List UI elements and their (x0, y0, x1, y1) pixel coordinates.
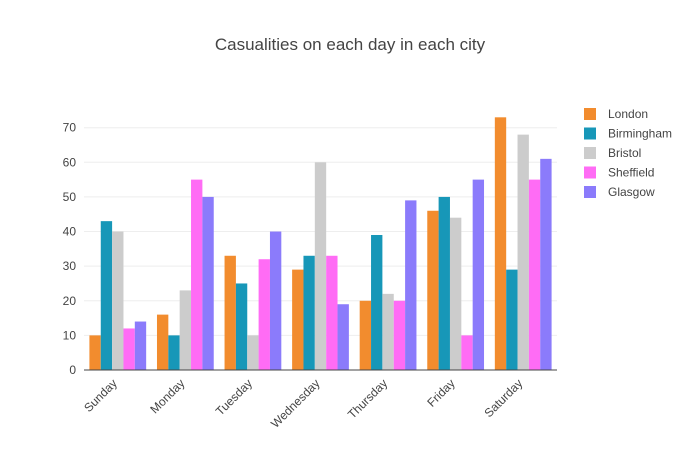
legend-swatch-sheffield (584, 166, 596, 179)
legend-swatch-bristol (584, 147, 596, 159)
bar-sheffield-sunday[interactable] (123, 328, 135, 370)
bar-glasgow-monday[interactable] (202, 196, 214, 370)
x-tick-label-wednesday: Wednesday (268, 376, 323, 431)
chart-title: Casualities on each day in each city (215, 35, 486, 54)
y-tick-label-30: 30 (63, 259, 77, 273)
bar-sheffield-wednesday[interactable] (326, 255, 338, 370)
bar-glasgow-friday[interactable] (472, 179, 485, 370)
bar-glasgow-tuesday[interactable] (269, 231, 282, 370)
bar-sheffield-saturday[interactable] (528, 179, 541, 370)
y-tick-label-10: 10 (63, 328, 77, 342)
legend[interactable]: London Birmingham Bristol Sheffield Glasgow (584, 107, 672, 199)
bar-sheffield-tuesday[interactable] (258, 259, 270, 370)
x-tick-label-sunday: Sunday (81, 376, 120, 415)
bars (89, 117, 552, 370)
bar-birmingham-sunday[interactable] (100, 221, 113, 370)
y-tick-label-0: 0 (69, 363, 76, 377)
bar-bristol-friday[interactable] (449, 217, 462, 370)
x-tick-label-saturday: Saturday (481, 376, 525, 420)
bar-bristol-saturday[interactable] (517, 134, 529, 370)
bar-sheffield-monday[interactable] (191, 179, 203, 370)
bar-birmingham-saturday[interactable] (506, 269, 518, 370)
y-tick-label-20: 20 (63, 294, 77, 308)
legend-item-birmingham[interactable]: Birmingham (584, 127, 672, 141)
bar-birmingham-monday[interactable] (168, 335, 180, 370)
bar-bristol-tuesday[interactable] (247, 335, 259, 370)
y-tick-label-60: 60 (63, 155, 77, 169)
x-tick-label-monday: Monday (147, 376, 187, 416)
bar-birmingham-friday[interactable] (438, 196, 450, 370)
bar-london-saturday[interactable] (494, 117, 507, 370)
legend-label-sheffield: Sheffield (608, 166, 654, 180)
bar-birmingham-tuesday[interactable] (235, 283, 248, 370)
legend-swatch-london (584, 108, 596, 120)
bar-sheffield-friday[interactable] (461, 335, 473, 370)
bar-glasgow-wednesday[interactable] (337, 304, 349, 370)
bar-london-thursday[interactable] (359, 300, 372, 370)
y-tick-label-40: 40 (63, 225, 77, 239)
bar-london-tuesday[interactable] (224, 255, 236, 370)
bar-birmingham-wednesday[interactable] (303, 255, 315, 370)
legend-label-glasgow: Glasgow (608, 185, 655, 199)
bar-london-monday[interactable] (156, 314, 169, 370)
legend-item-glasgow[interactable]: Glasgow (584, 185, 655, 199)
bar-bristol-thursday[interactable] (382, 293, 394, 370)
bar-bristol-wednesday[interactable] (314, 162, 327, 370)
legend-item-sheffield[interactable]: Sheffield (584, 166, 654, 180)
y-tick-label-70: 70 (63, 121, 77, 135)
bar-london-friday[interactable] (427, 210, 439, 370)
legend-swatch-glasgow (584, 186, 596, 198)
x-tick-label-thursday: Thursday (345, 376, 390, 421)
legend-label-bristol: Bristol (608, 146, 641, 160)
legend-item-london[interactable]: London (584, 107, 648, 121)
bar-london-sunday[interactable] (89, 335, 101, 370)
legend-swatch-birmingham (584, 127, 596, 140)
bar-glasgow-saturday[interactable] (540, 158, 552, 370)
bar-birmingham-thursday[interactable] (371, 235, 383, 370)
bar-bristol-monday[interactable] (179, 290, 192, 370)
bar-bristol-sunday[interactable] (112, 231, 124, 370)
bar-sheffield-thursday[interactable] (393, 300, 406, 370)
bar-glasgow-sunday[interactable] (134, 321, 147, 370)
legend-item-bristol[interactable]: Bristol (584, 146, 641, 160)
legend-label-london: London (608, 107, 648, 121)
bar-london-wednesday[interactable] (292, 269, 304, 370)
x-tick-label-friday: Friday (424, 376, 457, 409)
legend-label-birmingham: Birmingham (608, 127, 672, 141)
x-tick-label-tuesday: Tuesday (213, 376, 255, 418)
y-tick-label-50: 50 (63, 190, 77, 204)
bar-glasgow-thursday[interactable] (405, 200, 417, 370)
